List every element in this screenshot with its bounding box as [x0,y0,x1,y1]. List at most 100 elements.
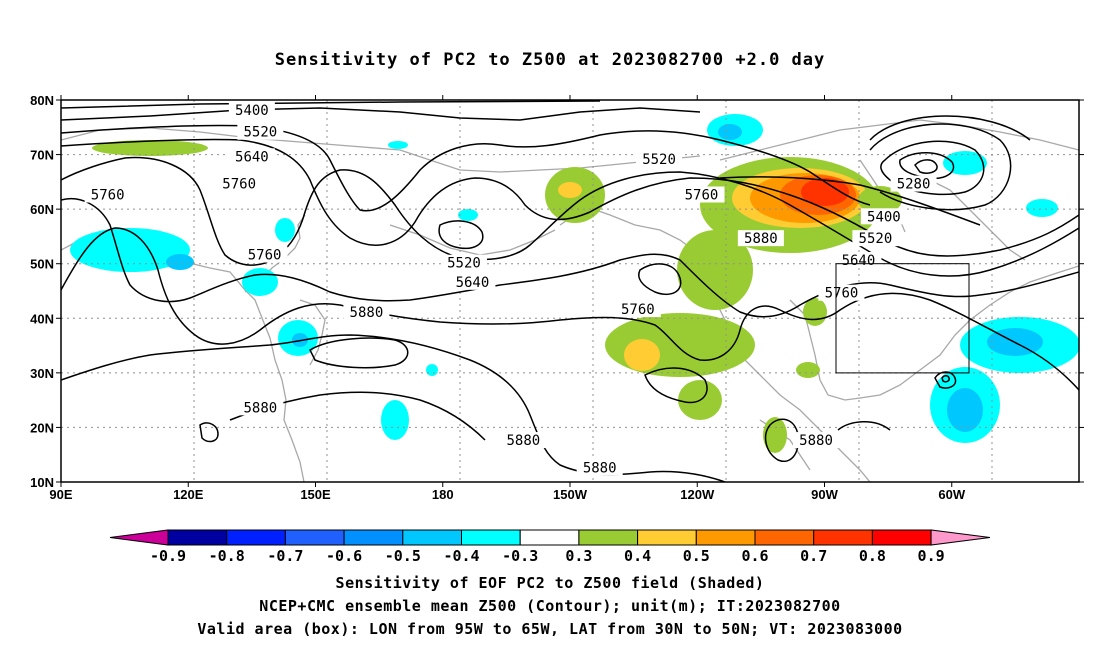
contour-label: 5880 [576,459,623,476]
contour-label: 5400 [860,208,907,225]
colorbar-label: -0.4 [443,547,479,565]
colorbar-swatch [519,529,580,546]
contour-label: 5880 [793,432,840,449]
lat-label: 20N [30,420,54,435]
svg-text:5760: 5760 [825,286,859,302]
colorbar-label: 0.4 [624,547,651,565]
svg-text:5520: 5520 [642,152,676,168]
svg-text:5520: 5520 [859,231,893,247]
colorbar-swatch [284,529,345,546]
lon-label: 90E [49,487,72,502]
lat-label: 30N [30,366,54,381]
colorbar-label: 0.9 [918,547,945,565]
valid-area-box [835,263,970,374]
contour-label: 5640 [449,273,496,291]
colorbar-label: 0.3 [565,547,592,565]
colorbar-label: -0.9 [150,547,186,565]
colorbar-swatch [754,529,815,546]
caption-contour: NCEP+CMC ensemble mean Z500 (Contour); u… [259,597,841,615]
lat-label: 70N [30,148,54,163]
colorbar-swatch [578,529,639,546]
contour-label: 5880 [500,432,547,449]
colorbar-label: -0.7 [267,547,303,565]
colorbar-label: 0.8 [859,547,886,565]
contour-label: 5640 [228,148,275,165]
axis-ticks [56,95,1084,487]
svg-text:5880: 5880 [744,231,778,247]
contour-label: 5280 [890,175,937,193]
svg-text:5880: 5880 [799,433,833,449]
lon-label: 180 [432,487,454,502]
colorbar-swatch [402,529,462,546]
svg-text:5760: 5760 [91,188,125,204]
contour-label: 5520 [237,123,284,141]
contour-label: 5400 [228,101,275,119]
longitude-labels: 90E 120E 150E 180 150W 120W 90W 60W [49,487,965,502]
colorbar-label: -0.5 [385,547,421,565]
lon-label: 150E [300,487,331,502]
svg-text:5880: 5880 [243,400,277,416]
caption-shaded: Sensitivity of EOF PC2 to Z500 field (Sh… [335,574,765,592]
contour-label: 5880 [237,399,284,416]
colorbar-swatch [813,529,873,546]
lat-label: 10N [30,475,54,490]
colorbar-swatch [637,529,697,546]
contour-label: 5760 [216,175,263,193]
colorbar-label: 0.7 [800,547,827,565]
caption-valid-area: Valid area (box): LON from 95W to 65W, L… [197,620,903,638]
colorbar-swatch [461,529,521,546]
contour-labels: 5400 5520 5640 5760 5760 5760 5880 5880 5520 5640… [84,101,937,476]
chart-title: Sensitivity of PC2 to Z500 at 2023082700… [274,50,826,70]
svg-text:5280: 5280 [897,177,931,193]
colorbar-swatch [167,529,228,546]
svg-text:5760: 5760 [222,177,256,193]
lon-label: 90W [811,487,838,502]
colorbar-high-triangle [930,529,991,546]
contour-label: 5640 [835,251,882,269]
colorbar-swatch [871,529,932,546]
contour-label: 5880 [737,230,784,247]
colorbar-low-triangle [109,529,169,546]
colorbar-swatch [226,529,286,546]
svg-text:5880: 5880 [583,460,617,476]
contour-label: 5520 [852,230,899,247]
colorbar-label: 0.5 [683,547,710,565]
svg-text:5640: 5640 [456,275,490,291]
contour-label: 5880 [343,303,390,321]
colorbar-label: -0.8 [209,547,245,565]
lon-label: 150W [553,487,588,502]
contour-label: 5760 [614,301,661,318]
colorbar-label: -0.3 [502,547,538,565]
contour-label: 5520 [440,254,487,272]
svg-text:5640: 5640 [235,149,269,165]
svg-text:5520: 5520 [447,256,481,272]
lat-label: 60N [30,202,54,217]
svg-text:5760: 5760 [621,302,655,318]
lat-label: 50N [30,257,54,272]
svg-text:5760: 5760 [248,248,282,264]
colorbar-label: -0.6 [326,547,362,565]
colorbar-labels: -0.9 -0.8 -0.7 -0.6 -0.5 -0.4 -0.3 0.3 0.4 0.5 0.6… [150,547,945,565]
contour-label: 5760 [678,186,725,204]
svg-text:5400: 5400 [235,103,269,119]
svg-text:5640: 5640 [842,253,876,269]
lon-label: 120E [173,487,204,502]
contour-label: 5760 [84,186,131,204]
svg-text:5400: 5400 [867,209,901,225]
colorbar-swatch [695,529,756,546]
svg-text:5880: 5880 [506,433,540,449]
svg-text:5760: 5760 [685,188,719,204]
latitude-labels: 80N 70N 60N 50N 40N 30N 20N 10N [30,93,54,490]
colorbar-label: 0.6 [741,547,768,565]
lon-label: 120W [680,487,715,502]
contour-label: 5520 [636,151,683,168]
lon-label: 60W [938,487,965,502]
colorbar-swatch [343,529,404,546]
colorbar [109,529,991,546]
svg-text:5880: 5880 [350,305,384,321]
lat-label: 80N [30,93,54,108]
contour-label: 5760 [818,284,865,302]
svg-text:5520: 5520 [243,125,277,141]
lat-label: 40N [30,311,54,326]
